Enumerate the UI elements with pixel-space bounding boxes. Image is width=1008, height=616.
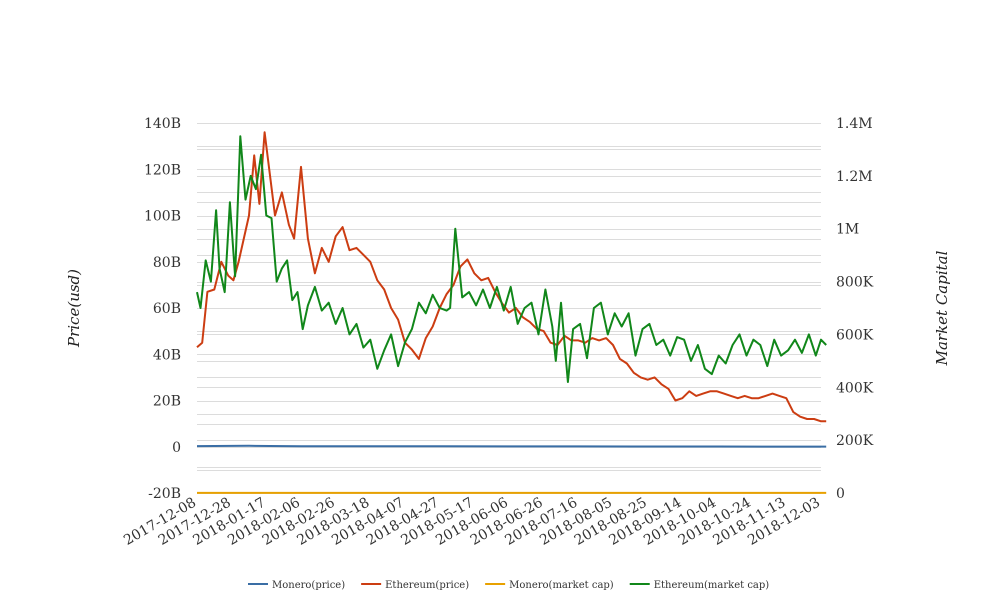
y-right-tick-label: 1.2M (836, 169, 873, 185)
y-axis-left: -20B 0 20B 40B 60B 80B 100B 120B 140B (144, 116, 181, 502)
series-line-monero-price (196, 444, 827, 448)
series-line-ethereum-market-cap (196, 135, 827, 383)
y-left-tick-label: 60B (153, 301, 181, 317)
y-right-tick-label: 200K (836, 433, 874, 449)
y-axis-right-title: Market Capital (933, 250, 951, 366)
y-right-tick-label: 400K (836, 380, 874, 396)
y-left-tick-label: 120B (144, 162, 181, 178)
y-left-tick-label: -20B (148, 486, 181, 502)
legend-label-monero-market-cap: Monero(market cap) (509, 580, 614, 591)
y-right-tick-label: 800K (836, 275, 874, 291)
legend-label-ethereum-price: Ethereum(price) (385, 580, 469, 591)
y-left-tick-label: 100B (144, 209, 181, 225)
y-left-tick-label: 0 (172, 440, 181, 456)
y-right-tick-label: 1M (836, 222, 859, 238)
grid-lines (197, 123, 821, 494)
legend: Monero(price) Ethereum(price) Monero(marke… (248, 580, 769, 591)
y-axis-right: 0 200K 400K 600K 800K 1M 1.2M 1.4M (836, 116, 874, 502)
y-left-tick-label: 20B (153, 394, 181, 410)
legend-label-monero-price: Monero(price) (272, 580, 345, 591)
x-axis: 2017-12-082017-12-282018-01-172018-02-06… (121, 495, 823, 549)
y-axis-left-title: Price(usd) (65, 269, 83, 348)
y-right-tick-label: 600K (836, 327, 874, 343)
legend-label-ethereum-market-cap: Ethereum(market cap) (654, 580, 770, 591)
y-right-tick-label: 0 (836, 486, 845, 502)
y-left-tick-label: 140B (144, 116, 181, 132)
series-lines (196, 131, 827, 494)
y-right-tick-label: 1.4M (836, 116, 873, 132)
y-left-tick-label: 40B (153, 347, 181, 363)
y-left-tick-label: 80B (153, 255, 181, 271)
